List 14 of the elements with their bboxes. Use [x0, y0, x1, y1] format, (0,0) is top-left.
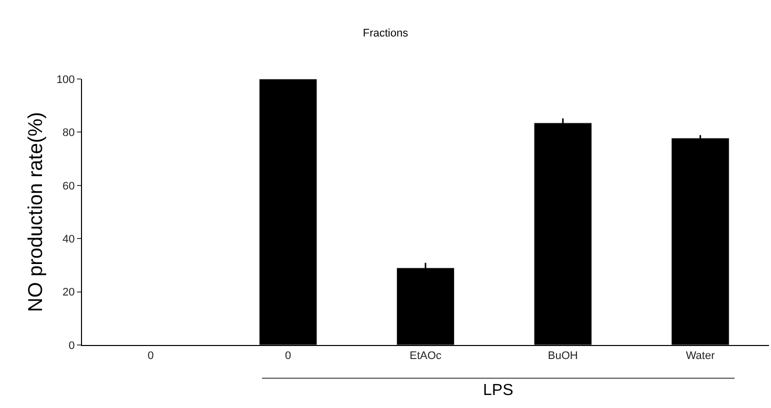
- y-tick-label: 100: [56, 74, 75, 86]
- x-tick-label: EtAOc: [410, 350, 442, 362]
- y-tick-label: 20: [62, 286, 75, 299]
- chart-title: Fractions: [362, 27, 409, 40]
- x-tick-label: BuOH: [548, 350, 578, 362]
- x-tick-label: 0: [148, 350, 154, 362]
- x-tick-label: Water: [686, 350, 716, 362]
- text: LPS: [483, 382, 514, 399]
- y-tick-label: 0: [68, 340, 75, 352]
- x-tick-label: 0: [285, 350, 292, 362]
- y-tick-label: 40: [62, 233, 75, 246]
- y-axis-title: NO production rate(%): [24, 112, 47, 312]
- y-tick-label: 80: [62, 127, 75, 140]
- y-tick-label: 60: [62, 180, 75, 192]
